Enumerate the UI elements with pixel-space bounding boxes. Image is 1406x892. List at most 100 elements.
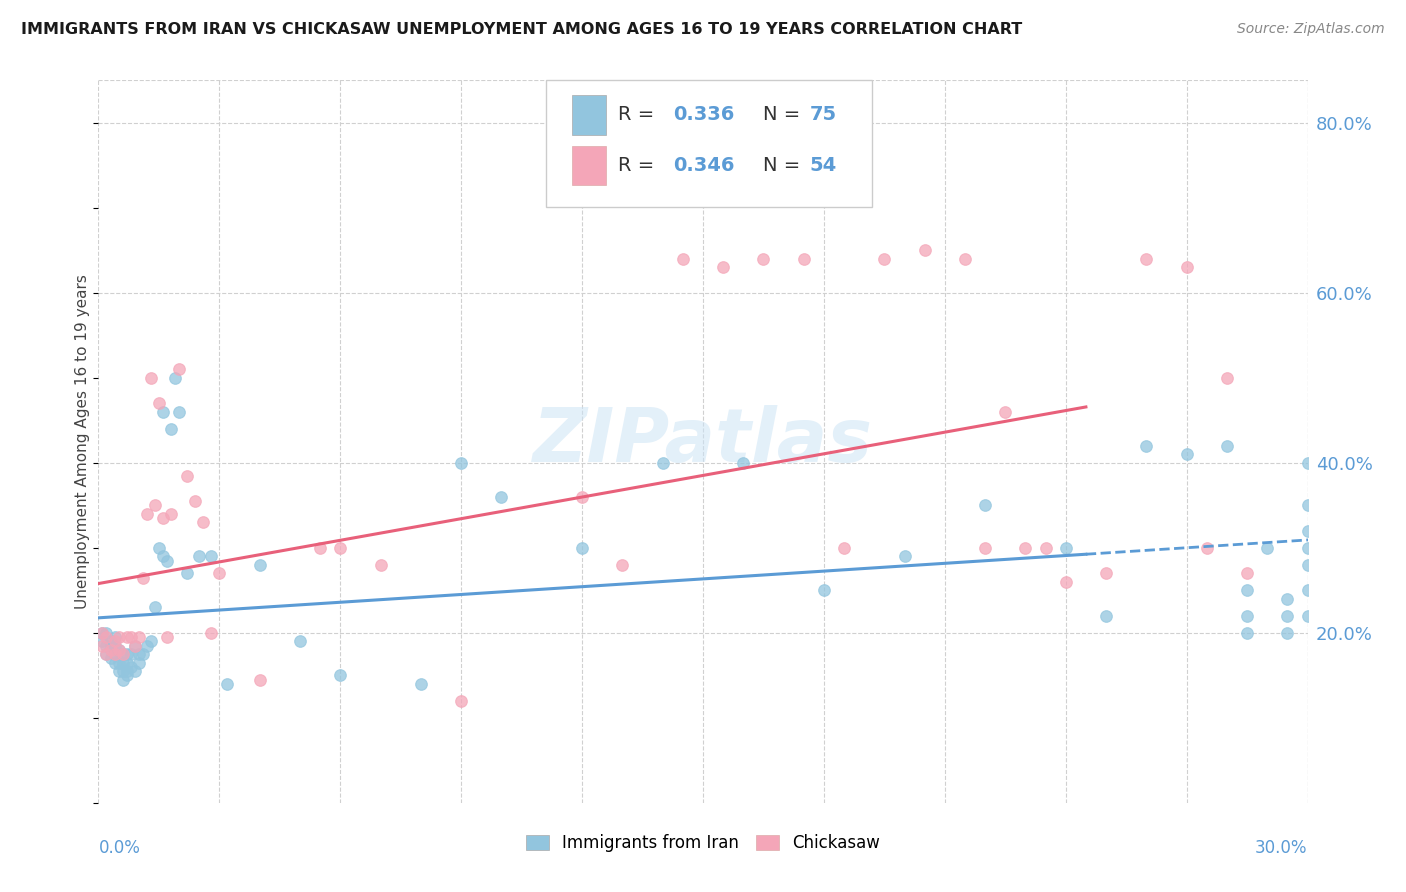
Point bbox=[1296, 498, 1319, 512]
Point bbox=[111, 673, 134, 687]
Point bbox=[974, 498, 997, 512]
Text: ZIPatlas: ZIPatlas bbox=[533, 405, 873, 478]
Point bbox=[160, 507, 183, 521]
Point bbox=[107, 656, 129, 670]
Point bbox=[132, 647, 155, 661]
Point bbox=[139, 634, 162, 648]
Point bbox=[111, 656, 134, 670]
Point bbox=[1216, 439, 1239, 453]
Y-axis label: Unemployment Among Ages 16 to 19 years: Unemployment Among Ages 16 to 19 years bbox=[75, 274, 90, 609]
Point bbox=[184, 494, 207, 508]
Text: N =: N = bbox=[763, 105, 807, 125]
Point bbox=[139, 371, 162, 385]
Point bbox=[115, 656, 138, 670]
Point bbox=[152, 511, 174, 525]
Point bbox=[329, 668, 352, 682]
Point bbox=[128, 630, 150, 644]
Text: 54: 54 bbox=[810, 156, 837, 175]
Text: 0.336: 0.336 bbox=[673, 105, 734, 125]
Point bbox=[217, 677, 239, 691]
Point bbox=[128, 647, 150, 661]
Point bbox=[96, 630, 118, 644]
Point bbox=[651, 456, 673, 470]
Point bbox=[1195, 541, 1218, 555]
Point bbox=[103, 647, 125, 661]
Point bbox=[96, 647, 118, 661]
Point bbox=[120, 660, 142, 674]
Point bbox=[832, 541, 855, 555]
Point bbox=[167, 362, 190, 376]
Point bbox=[672, 252, 695, 266]
Point bbox=[107, 664, 129, 678]
Point bbox=[152, 405, 174, 419]
Point bbox=[571, 541, 593, 555]
Point bbox=[103, 639, 125, 653]
Point bbox=[115, 647, 138, 661]
Point bbox=[1054, 574, 1077, 589]
Point bbox=[1135, 252, 1157, 266]
Text: 0.0%: 0.0% bbox=[98, 838, 141, 857]
Point bbox=[111, 647, 134, 661]
Point bbox=[1296, 541, 1319, 555]
Point bbox=[143, 498, 166, 512]
Text: 75: 75 bbox=[810, 105, 837, 125]
FancyBboxPatch shape bbox=[546, 80, 872, 207]
Point bbox=[163, 371, 186, 385]
Point bbox=[813, 583, 835, 598]
Point bbox=[1175, 447, 1198, 461]
Point bbox=[249, 558, 271, 572]
Text: 0.346: 0.346 bbox=[673, 156, 734, 175]
Point bbox=[1014, 541, 1036, 555]
Point bbox=[1236, 566, 1258, 581]
Point bbox=[91, 625, 114, 640]
Point bbox=[1296, 608, 1319, 623]
Point bbox=[96, 647, 118, 661]
Point bbox=[148, 396, 170, 410]
Point bbox=[100, 642, 122, 657]
Point bbox=[1095, 608, 1118, 623]
Point bbox=[612, 558, 634, 572]
Point bbox=[873, 252, 896, 266]
Point bbox=[249, 673, 271, 687]
Point bbox=[103, 630, 125, 644]
Text: IMMIGRANTS FROM IRAN VS CHICKASAW UNEMPLOYMENT AMONG AGES 16 TO 19 YEARS CORRELA: IMMIGRANTS FROM IRAN VS CHICKASAW UNEMPL… bbox=[21, 22, 1022, 37]
Point bbox=[124, 639, 146, 653]
Point bbox=[200, 625, 222, 640]
Point bbox=[793, 252, 815, 266]
Legend: Immigrants from Iran, Chickasaw: Immigrants from Iran, Chickasaw bbox=[526, 834, 880, 852]
Point bbox=[103, 656, 125, 670]
Point bbox=[914, 244, 936, 258]
Point bbox=[409, 677, 432, 691]
Point bbox=[491, 490, 513, 504]
Point bbox=[135, 639, 157, 653]
Point bbox=[100, 651, 122, 665]
Point bbox=[103, 634, 125, 648]
Point bbox=[1277, 591, 1299, 606]
Point bbox=[128, 656, 150, 670]
Point bbox=[120, 630, 142, 644]
Point bbox=[107, 630, 129, 644]
Point bbox=[1095, 566, 1118, 581]
Point bbox=[1256, 541, 1278, 555]
Point bbox=[1236, 583, 1258, 598]
Point bbox=[96, 639, 118, 653]
Point bbox=[208, 566, 231, 581]
Point bbox=[1277, 625, 1299, 640]
Point bbox=[571, 490, 593, 504]
Point bbox=[176, 566, 198, 581]
Point bbox=[91, 639, 114, 653]
Point bbox=[1296, 524, 1319, 538]
Point bbox=[1277, 608, 1299, 623]
Point bbox=[143, 600, 166, 615]
Point bbox=[156, 630, 179, 644]
Point bbox=[115, 664, 138, 678]
Point bbox=[152, 549, 174, 564]
Point bbox=[752, 252, 775, 266]
Text: R =: R = bbox=[619, 156, 661, 175]
Point bbox=[120, 647, 142, 661]
Text: R =: R = bbox=[619, 105, 661, 125]
Point bbox=[91, 634, 114, 648]
Point bbox=[733, 456, 755, 470]
Point bbox=[1175, 260, 1198, 275]
Point bbox=[100, 634, 122, 648]
